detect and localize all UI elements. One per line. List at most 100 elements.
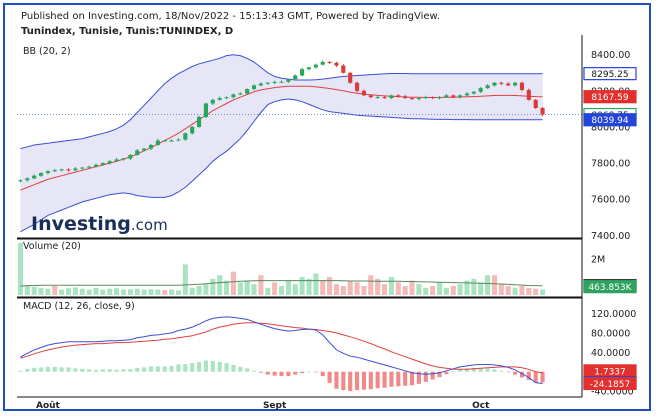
volume-bar: [436, 282, 443, 295]
volume-bar: [93, 287, 99, 295]
volume-bar: [38, 287, 44, 295]
volume-bar: [86, 289, 92, 295]
bb-upper-line: [20, 54, 543, 150]
volume-bar: [450, 286, 456, 295]
candle-body: [169, 140, 174, 142]
candle-body: [190, 126, 195, 134]
volume-bar: [443, 287, 449, 295]
volume-bar: [251, 284, 257, 295]
candle-body: [355, 82, 360, 91]
volume-indicator-label[interactable]: Volume (20): [23, 241, 81, 252]
macd-histogram-bar: [238, 366, 243, 372]
candle-body: [306, 67, 312, 70]
candle-body: [25, 178, 30, 181]
candle-body: [73, 168, 78, 171]
volume-bar: [498, 284, 504, 295]
macd-histogram-bar: [148, 366, 154, 372]
macd-histogram-bar: [128, 369, 133, 372]
volume-bar: [285, 280, 291, 295]
macd-histogram-bar: [73, 368, 78, 372]
macd-histogram-bar: [313, 371, 318, 373]
macd-histogram-bar: [80, 368, 85, 372]
macd-indicator-label[interactable]: MACD (12, 26, close, 9): [23, 301, 135, 312]
macd-histogram-bar: [437, 371, 442, 378]
candle-body: [93, 164, 99, 167]
candle-body: [519, 82, 525, 90]
volume-bar: [237, 282, 243, 295]
volume-bar: [423, 287, 429, 295]
candle-body: [375, 97, 380, 99]
candle-body: [451, 95, 456, 98]
macd-histogram-bar: [382, 371, 387, 388]
investing-watermark-suffix: .com: [131, 216, 168, 234]
candle-body: [231, 94, 236, 98]
volume-bar: [292, 284, 298, 295]
macd-histogram-bar: [492, 369, 497, 372]
candle-body: [183, 133, 188, 140]
candle-body: [499, 82, 504, 84]
macd-histogram-bar: [59, 367, 64, 372]
candle-body: [444, 95, 449, 98]
volume-bar: [368, 275, 374, 295]
candle-body: [52, 170, 57, 172]
volume-bar: [526, 287, 532, 295]
macd-histogram-bar: [93, 369, 99, 372]
candle-body: [238, 93, 243, 95]
candle-body: [389, 95, 394, 99]
candle-body: [327, 61, 332, 63]
volume-bar: [381, 284, 388, 295]
macd-signal-line: [20, 322, 543, 374]
price-label: 8295.25: [591, 70, 628, 80]
volume-bar: [107, 288, 113, 295]
price-tick-label: 8400.00: [591, 50, 630, 61]
volume-bar: [478, 282, 484, 295]
macd-histogram-bar: [190, 363, 195, 372]
macd-line: [20, 316, 543, 384]
macd-histogram-bar: [245, 368, 250, 372]
chart-canvas[interactable]: 7400.007600.007800.008000.008200.008400.…: [5, 5, 653, 413]
x-axis-label: Sept: [263, 401, 287, 411]
volume-ma-line: [20, 280, 543, 287]
candle-body: [38, 173, 44, 176]
macd-histogram-bar: [513, 371, 518, 375]
volume-bar: [505, 286, 511, 295]
candle-body: [66, 169, 71, 171]
macd-histogram-bar: [423, 371, 428, 382]
volume-bar: [519, 286, 525, 295]
candle-body: [114, 159, 119, 162]
candle-body: [121, 158, 126, 160]
volume-bar: [203, 284, 209, 295]
macd-histogram-bar: [458, 369, 463, 372]
macd-histogram-bar: [506, 371, 511, 373]
candle-body: [361, 90, 367, 96]
macd-histogram-bar: [52, 366, 57, 372]
bb-indicator-label[interactable]: BB (20, 2): [23, 46, 71, 57]
candle-body: [80, 167, 85, 169]
macd-histogram-bar: [403, 371, 408, 386]
macd-histogram-bar: [272, 371, 277, 376]
candle-body: [368, 95, 373, 98]
macd-histogram-bar: [361, 371, 367, 390]
volume-bar: [361, 286, 367, 295]
volume-bar: [114, 288, 120, 295]
macd-histogram-bar: [210, 361, 215, 372]
macd-histogram-bar: [155, 366, 160, 372]
macd-histogram-bar: [471, 367, 476, 372]
macd-histogram-bar: [224, 363, 229, 372]
candle-body: [272, 81, 277, 83]
volume-bar: [217, 275, 223, 295]
macd-histogram-bar: [485, 368, 490, 372]
volume-bar: [395, 282, 401, 295]
published-caption: Published on Investing.com, 18/Nov/2022 …: [21, 11, 440, 22]
volume-bar: [388, 277, 394, 295]
macd-histogram-bar: [396, 371, 401, 387]
macd-histogram-bar: [286, 371, 291, 377]
volume-bar: [196, 286, 202, 295]
price-label-tag: [583, 90, 637, 104]
macd-histogram-bar: [121, 369, 126, 372]
candle-body: [471, 91, 476, 94]
candle-body: [396, 95, 401, 97]
macd-histogram-bar: [32, 367, 37, 372]
price-tick-label: 7600.00: [591, 195, 630, 206]
macd-histogram-bar: [231, 364, 236, 372]
